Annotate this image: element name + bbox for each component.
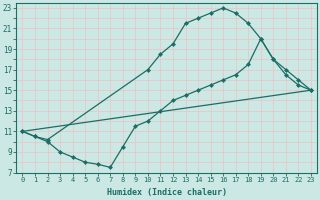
X-axis label: Humidex (Indice chaleur): Humidex (Indice chaleur) — [107, 188, 227, 197]
